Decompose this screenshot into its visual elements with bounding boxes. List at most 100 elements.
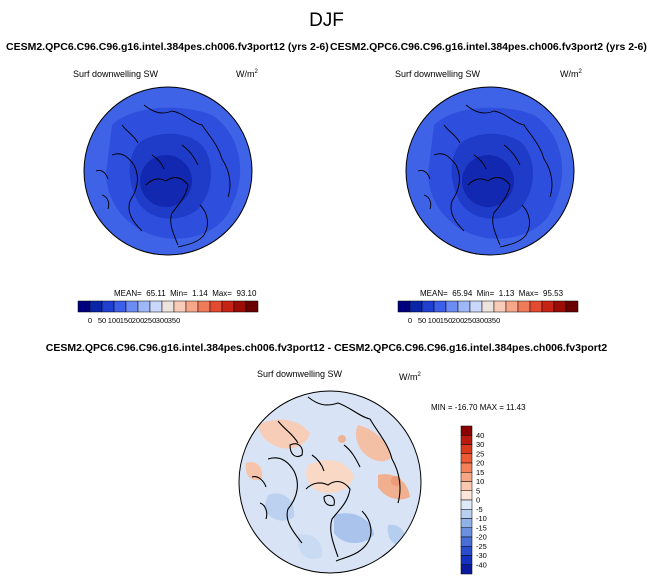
colorbar-swatch — [161, 300, 175, 313]
colorbar-tick-label: -20 — [476, 533, 487, 542]
colorbar-swatch — [89, 300, 103, 313]
colorbar-swatch — [137, 300, 151, 313]
colorbar-swatch — [149, 300, 163, 313]
difference-title: CESM2.QPC6.C96.C96.g16.intel.384pes.ch00… — [45, 342, 608, 354]
map-b-border — [405, 86, 575, 256]
map-difference — [238, 390, 422, 574]
colorbar-swatch — [457, 300, 471, 313]
colorbar-swatch — [233, 300, 247, 313]
colorbar-swatch — [460, 490, 473, 501]
colorbar-swatch — [505, 300, 519, 313]
colorbar-swatch — [421, 300, 435, 313]
colorbar-tick-label: 0 — [476, 496, 480, 505]
colorbar-swatch — [460, 509, 473, 519]
colorbar-tick-label: 150 — [120, 316, 133, 325]
colorbar-swatch — [529, 300, 543, 313]
colorbar-tick-label: 50 — [98, 316, 106, 325]
colorbar-swatch — [493, 300, 507, 313]
map-panel-b — [405, 86, 575, 256]
panel-a-units: W/m2 — [236, 69, 258, 79]
colorbar-swatch — [481, 300, 495, 313]
colorbar-swatch — [517, 300, 531, 313]
colorbar-swatch — [553, 300, 567, 313]
colorbar-b: 0 50 100 150 200 250 300 350 — [397, 300, 579, 325]
colorbar-tick-label: 50 — [418, 316, 426, 325]
colorbar-swatch — [460, 453, 473, 464]
colorbar-tick-label: 0 — [408, 316, 412, 325]
colorbar-tick-label: 10 — [476, 477, 484, 486]
colorbar-swatch — [460, 435, 473, 445]
colorbar-swatch — [125, 300, 139, 313]
colorbar-swatch — [469, 300, 483, 313]
colorbar-tick-label: 350 — [168, 316, 181, 325]
panel-b-units: W/m2 — [560, 69, 582, 79]
colorbar-tick-label: 15 — [476, 468, 484, 477]
colorbar-tick-label: 30 — [476, 440, 484, 449]
colorbar-swatch — [460, 481, 473, 491]
main-title: DJF — [309, 10, 344, 31]
colorbar-tick-label: 250 — [144, 316, 157, 325]
panel-b-stats: MEAN= 65.94 Min= 1.13 Max= 95.53 — [420, 289, 564, 298]
difference-minmax: MIN = -16.70 MAX = 11.43 — [431, 403, 526, 412]
colorbar-swatch — [209, 300, 223, 313]
colorbar-swatch — [565, 300, 579, 313]
colorbar-swatch — [409, 300, 423, 313]
colorbar-swatch — [113, 300, 127, 313]
difference-variable: Surf downwelling SW — [257, 369, 343, 379]
colorbar-tick-label: 300 — [476, 316, 489, 325]
colorbar-tick-label: 100 — [108, 316, 121, 325]
colorbar-tick-label: 0 — [88, 316, 92, 325]
colorbar-swatch — [460, 546, 473, 556]
colorbar-tick-label: 200 — [132, 316, 145, 325]
colorbar-swatch — [541, 300, 555, 313]
map-a-border — [83, 86, 253, 256]
colorbar-swatch — [173, 300, 187, 313]
map-panel-a — [83, 86, 253, 256]
colorbar-tick-label: 250 — [464, 316, 477, 325]
colorbar-swatch — [77, 300, 91, 313]
colorbar-tick-label: 200 — [452, 316, 465, 325]
panel-b-title: CESM2.QPC6.C96.C96.g16.intel.384pes.ch00… — [330, 41, 647, 53]
colorbar-swatch — [445, 300, 459, 313]
colorbar-swatch — [101, 300, 115, 313]
colorbar-tick-label: -15 — [476, 523, 487, 532]
colorbar-tick-label: -30 — [476, 551, 487, 560]
colorbar-a: 0 50 100 150 200 250 300 350 — [77, 300, 259, 325]
colorbar-swatch — [185, 300, 199, 313]
colorbar-swatch — [460, 518, 473, 528]
map-a-coastlines — [95, 104, 231, 248]
panel-b-variable: Surf downwelling SW — [395, 69, 481, 79]
colorbar-swatch — [460, 527, 473, 538]
colorbar-swatch — [245, 300, 259, 313]
colorbar-tick-label: 350 — [488, 316, 501, 325]
colorbar-tick-label: 100 — [428, 316, 441, 325]
colorbar-swatch — [460, 564, 473, 575]
map-b-coastlines — [417, 104, 553, 248]
colorbar-tick-label: -5 — [476, 505, 483, 514]
colorbar-swatch — [221, 300, 235, 313]
difference-units: W/m2 — [399, 372, 421, 382]
colorbar-tick-label: 300 — [156, 316, 169, 325]
panel-a-title: CESM2.QPC6.C96.C96.g16.intel.384pes.ch00… — [6, 41, 329, 53]
colorbar-swatch — [197, 300, 211, 313]
colorbar-tick-label: -25 — [476, 542, 487, 551]
colorbar-tick-label: 5 — [476, 486, 480, 495]
colorbar-swatch — [460, 536, 473, 547]
colorbar-swatch — [460, 499, 473, 510]
diff-coastlines — [251, 396, 401, 562]
colorbar-tick-label: 25 — [476, 449, 484, 458]
colorbar-swatch — [433, 300, 447, 313]
colorbar-tick-label: -40 — [476, 560, 487, 569]
colorbar-tick-label: 40 — [476, 431, 484, 440]
colorbar-tick-label: 20 — [476, 459, 484, 468]
panel-a-stats: MEAN= 65.11 Min= 1.14 Max= 93.10 — [114, 289, 257, 298]
panel-a-variable: Surf downwelling SW — [73, 69, 159, 79]
colorbar-tick-label: 150 — [440, 316, 453, 325]
colorbar-tick-label: -10 — [476, 514, 487, 523]
colorbar-swatch — [460, 555, 473, 565]
colorbar-swatch — [397, 300, 411, 313]
colorbar-swatch — [460, 444, 473, 454]
diff-map-border — [238, 390, 422, 574]
colorbar-swatch — [460, 462, 473, 473]
